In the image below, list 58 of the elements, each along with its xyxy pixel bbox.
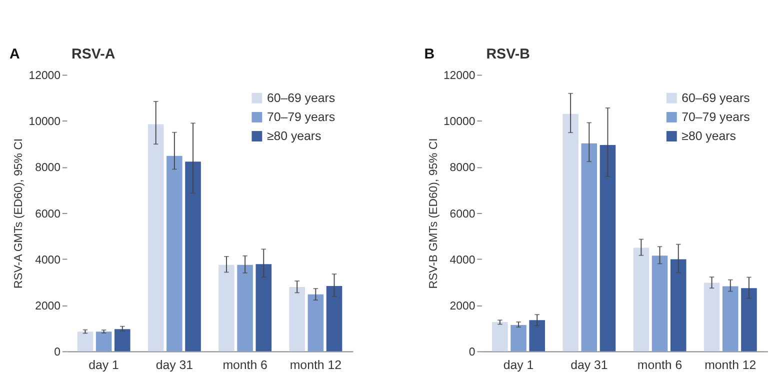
- legend-label: 70–79 years: [682, 110, 750, 124]
- bar: [77, 332, 94, 352]
- x-tick-label: day 31: [570, 358, 608, 372]
- x-tick-label: month 6: [222, 358, 268, 372]
- bar: [741, 288, 757, 352]
- chart-title: RSV-B: [486, 46, 530, 63]
- legend-label: 70–79 years: [266, 110, 336, 124]
- bar: [185, 162, 201, 352]
- bar: [600, 145, 616, 352]
- bar: [529, 320, 546, 352]
- legend-label: ≥80 years: [266, 129, 322, 144]
- y-tick-label: 6000: [35, 208, 61, 220]
- bar: [492, 322, 508, 352]
- bar: [722, 286, 738, 352]
- bar: [326, 286, 342, 352]
- x-tick-label: month 12: [704, 358, 756, 372]
- y-tick-label: 10000: [443, 116, 476, 128]
- text: B: [424, 46, 435, 63]
- y-tick-label: 8000: [35, 162, 61, 174]
- bar: [704, 282, 720, 352]
- bar: [670, 259, 686, 352]
- bar: [96, 332, 112, 352]
- legend-label: ≥80 years: [682, 129, 736, 144]
- y-tick-label: 4000: [35, 254, 61, 266]
- x-tick-label: day 1: [88, 358, 120, 372]
- bar: [114, 329, 130, 352]
- y-tick-label: 2000: [35, 300, 61, 312]
- bar: [510, 324, 526, 352]
- bar: [148, 124, 164, 352]
- chart-title: RSV-A: [72, 46, 116, 63]
- bar: [581, 143, 598, 352]
- x-tick-label: day 31: [156, 358, 194, 372]
- y-tick-label: 6000: [450, 208, 476, 220]
- bar: [166, 156, 182, 352]
- y-tick-label: 2000: [450, 300, 476, 312]
- y-tick-label: 0: [468, 346, 476, 359]
- y-tick-label: 4000: [450, 254, 476, 266]
- y-tick-label: 0: [54, 346, 61, 359]
- y-axis-title: RSV-B GMTs (ED60), 95% CI: [428, 138, 440, 289]
- y-tick-label: 12000: [443, 70, 476, 82]
- y-tick-label: 10000: [28, 116, 61, 128]
- bar: [237, 264, 253, 352]
- text: A: [10, 46, 20, 63]
- bar: [308, 294, 324, 352]
- bar: [256, 264, 272, 352]
- bar: [289, 286, 305, 352]
- x-tick-label: month 6: [637, 358, 682, 372]
- legend-label: 60–69 years: [682, 90, 750, 105]
- bar: [562, 114, 578, 352]
- x-tick-label: month 12: [290, 358, 342, 372]
- bar: [652, 256, 668, 352]
- bar: [218, 264, 234, 352]
- bar: [633, 248, 650, 352]
- y-tick-label: 8000: [450, 162, 476, 174]
- y-axis-title: RSV-A GMTs (ED60), 95% CI: [13, 138, 26, 288]
- x-tick-label: day 1: [503, 358, 534, 372]
- y-tick-label: 12000: [28, 70, 61, 82]
- legend-label: 60–69 years: [266, 90, 336, 105]
